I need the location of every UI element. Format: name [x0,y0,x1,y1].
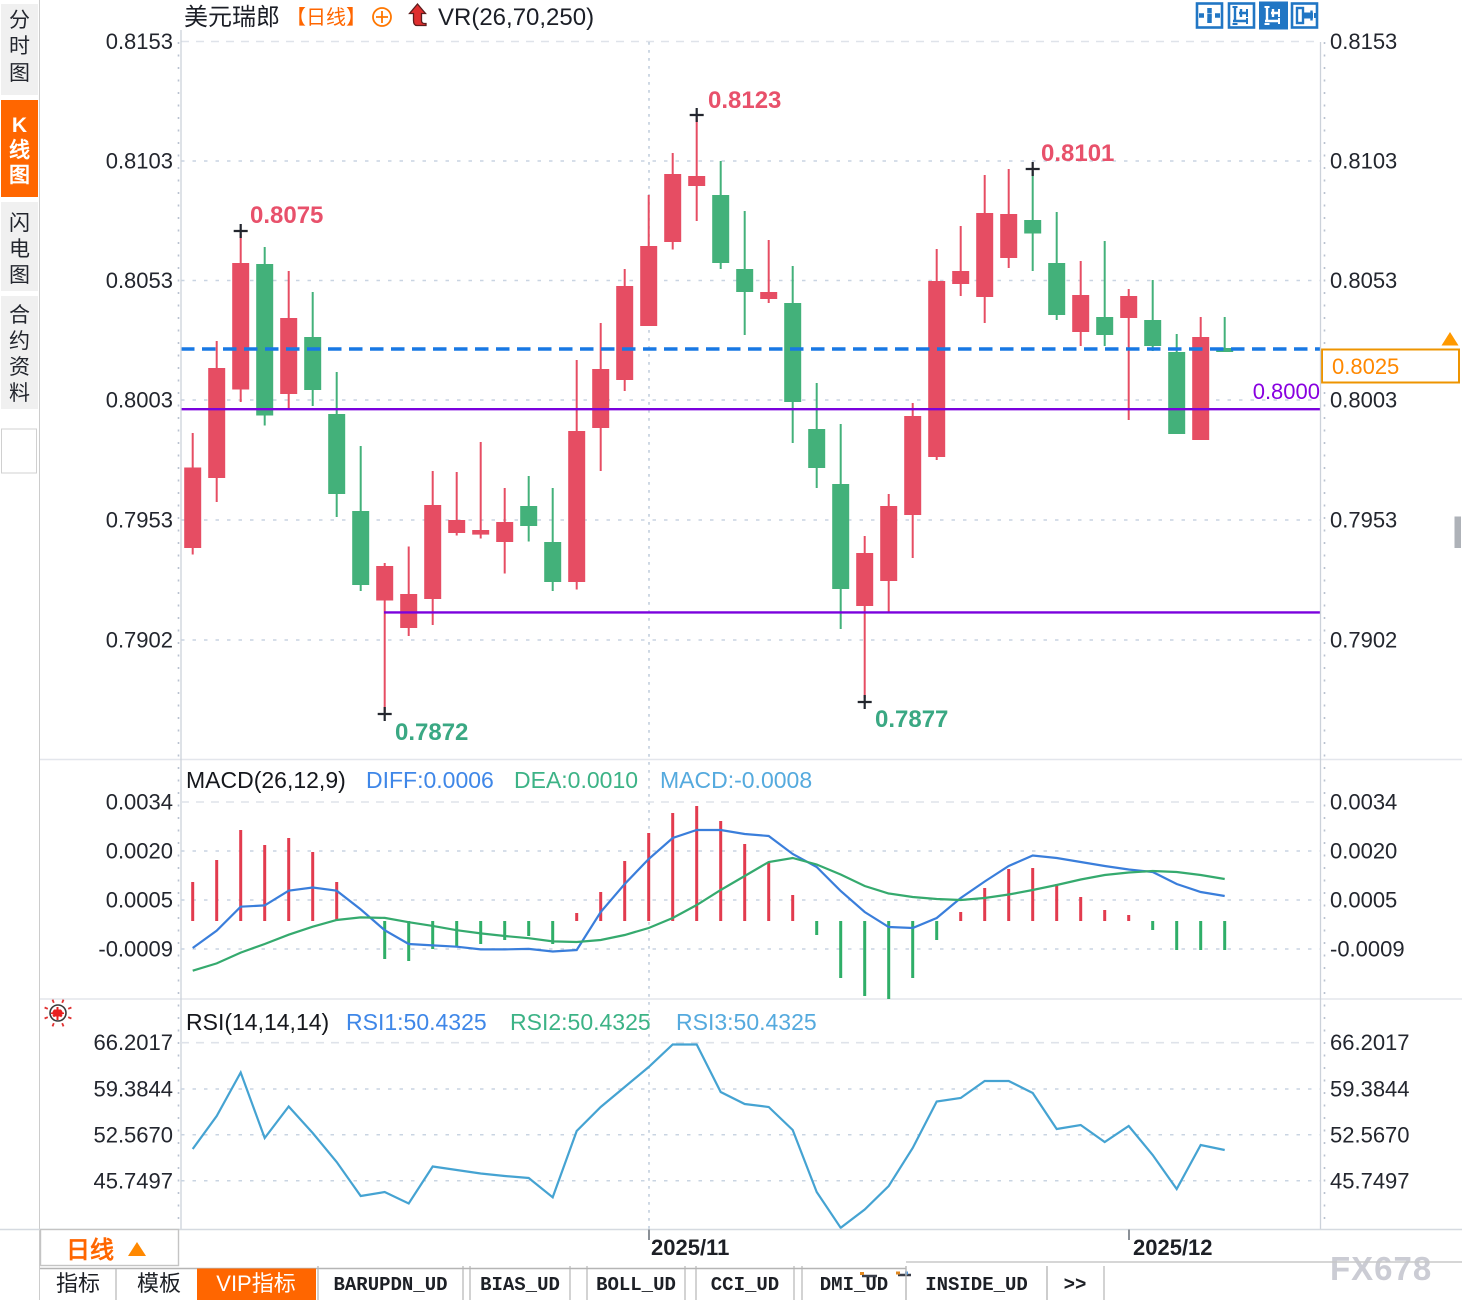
svg-text:-0.0009: -0.0009 [98,937,173,962]
svg-text:52.5670: 52.5670 [93,1122,173,1147]
svg-text:INSIDE_UD: INSIDE_UD [925,1274,1028,1296]
svg-text:VR(26,70,250): VR(26,70,250) [438,4,594,31]
svg-text:时: 时 [9,35,30,58]
svg-text:0.0020: 0.0020 [106,839,173,864]
svg-text:0.0034: 0.0034 [1330,790,1397,815]
svg-text:0.8123: 0.8123 [708,87,781,114]
svg-text:闪: 闪 [9,212,30,235]
svg-text:0.7877: 0.7877 [875,706,948,733]
svg-text:VIP指标: VIP指标 [216,1271,295,1296]
svg-text:0.8103: 0.8103 [1330,149,1397,174]
svg-text:RSI(14,14,14): RSI(14,14,14) [186,1009,329,1035]
svg-text:图: 图 [9,164,30,187]
svg-text:0.0020: 0.0020 [1330,839,1397,864]
svg-text:>>: >> [1064,1274,1087,1296]
svg-text:0.8003: 0.8003 [1330,388,1397,413]
svg-text:66.2017: 66.2017 [1330,1030,1410,1055]
svg-text:45.7497: 45.7497 [93,1168,173,1193]
svg-text:45.7497: 45.7497 [1330,1168,1410,1193]
svg-text:0.7872: 0.7872 [395,719,468,746]
svg-text:0.7902: 0.7902 [1330,628,1397,653]
svg-text:0.8053: 0.8053 [1330,268,1397,293]
svg-text:0.0005: 0.0005 [106,888,173,913]
svg-text:2025/12: 2025/12 [1133,1235,1213,1260]
svg-text:BARUPDN_UD: BARUPDN_UD [333,1274,447,1296]
svg-text:资: 资 [9,356,30,379]
svg-text:2025/11: 2025/11 [651,1235,729,1260]
svg-text:0.8053: 0.8053 [106,268,173,293]
svg-text:0.8000: 0.8000 [1253,379,1320,404]
svg-text:0.8003: 0.8003 [106,388,173,413]
svg-text:MACD(26,12,9): MACD(26,12,9) [186,767,346,793]
svg-text:0.7953: 0.7953 [106,508,173,533]
svg-text:电: 电 [9,238,30,261]
svg-text:DEA:0.0010: DEA:0.0010 [514,767,638,793]
svg-text:MACD:-0.0008: MACD:-0.0008 [660,767,812,793]
svg-text:0.8025: 0.8025 [1332,354,1399,379]
svg-text:约: 约 [9,330,30,353]
svg-text:0.7953: 0.7953 [1330,508,1397,533]
svg-text:【日线】: 【日线】 [286,6,366,29]
svg-text:料: 料 [9,382,30,405]
svg-text:RSI1:50.4325: RSI1:50.4325 [346,1009,487,1035]
svg-text:分: 分 [9,9,30,32]
svg-text:BIAS_UD: BIAS_UD [480,1274,560,1296]
svg-text:0.8101: 0.8101 [1041,140,1114,167]
svg-text:模板: 模板 [137,1271,181,1296]
svg-text:0.8153: 0.8153 [1330,29,1397,54]
svg-text:BOLL_UD: BOLL_UD [596,1274,676,1296]
svg-text:FX678: FX678 [1330,1250,1432,1287]
svg-text:日线: 日线 [66,1237,114,1264]
svg-text:图: 图 [9,264,30,287]
svg-text:0.8153: 0.8153 [106,29,173,54]
svg-text:0.8103: 0.8103 [106,149,173,174]
svg-text:指标: 指标 [56,1271,100,1296]
svg-text:0.0005: 0.0005 [1330,888,1397,913]
svg-text:-0.0009: -0.0009 [1330,937,1405,962]
svg-text:59.3844: 59.3844 [1330,1077,1410,1102]
svg-text:线: 线 [9,138,30,162]
svg-text:52.5670: 52.5670 [1330,1122,1410,1147]
svg-text:合: 合 [9,304,30,327]
svg-text:0.8075: 0.8075 [250,202,323,229]
svg-text:RSI2:50.4325: RSI2:50.4325 [510,1009,651,1035]
svg-text:DMI_UD: DMI_UD [820,1274,888,1296]
svg-text:K: K [12,114,27,137]
svg-text:RSI3:50.4325: RSI3:50.4325 [676,1009,817,1035]
svg-text:CCI_UD: CCI_UD [711,1274,779,1296]
svg-text:59.3844: 59.3844 [93,1077,173,1102]
svg-text:0.7902: 0.7902 [106,628,173,653]
svg-text:图: 图 [9,62,30,85]
svg-text:DIFF:0.0006: DIFF:0.0006 [366,767,494,793]
svg-text:美元瑞郎: 美元瑞郎 [184,4,280,31]
svg-text:66.2017: 66.2017 [93,1030,173,1055]
svg-text:0.0034: 0.0034 [106,790,173,815]
